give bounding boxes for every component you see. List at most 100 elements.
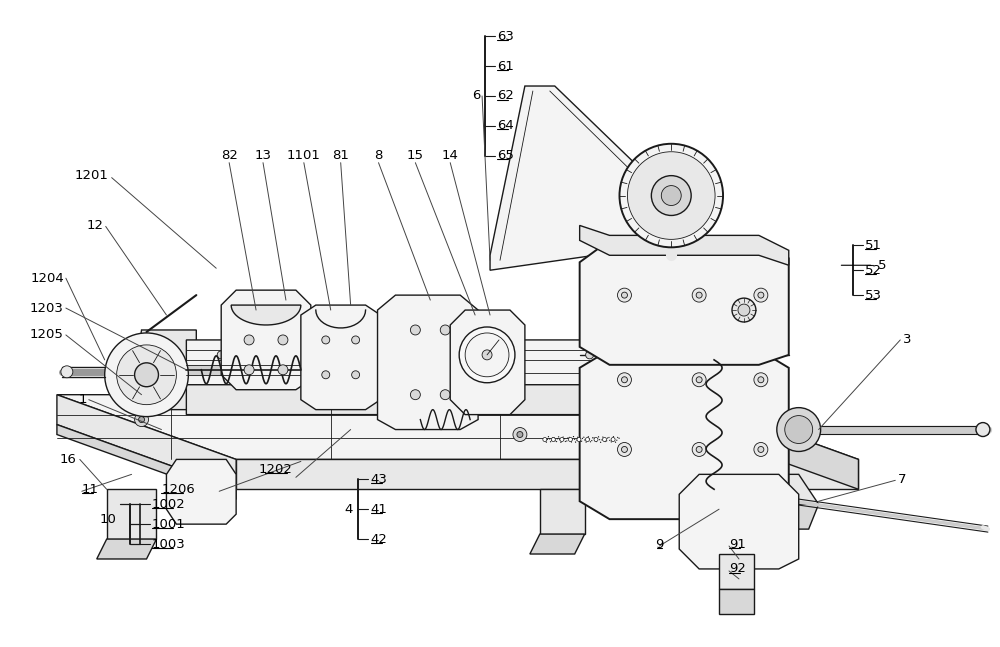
Polygon shape (57, 395, 858, 459)
Polygon shape (719, 589, 754, 614)
Text: 43: 43 (371, 473, 387, 486)
Circle shape (594, 437, 598, 441)
Circle shape (611, 437, 615, 441)
Text: 1206: 1206 (161, 483, 195, 496)
Polygon shape (132, 330, 196, 410)
Circle shape (758, 377, 764, 383)
Polygon shape (490, 86, 699, 270)
Polygon shape (166, 459, 236, 524)
Circle shape (738, 304, 750, 316)
Circle shape (105, 333, 188, 417)
Circle shape (322, 336, 330, 344)
Text: 91: 91 (729, 538, 746, 551)
Text: 1203: 1203 (30, 302, 64, 314)
Circle shape (754, 443, 768, 456)
Text: 1: 1 (78, 393, 87, 406)
Circle shape (482, 350, 492, 360)
Circle shape (696, 446, 702, 452)
Polygon shape (378, 295, 478, 430)
Polygon shape (57, 424, 236, 499)
Circle shape (711, 444, 717, 450)
Text: 92: 92 (729, 562, 746, 575)
Circle shape (436, 351, 444, 359)
Polygon shape (580, 225, 789, 265)
Circle shape (217, 351, 225, 359)
Circle shape (278, 365, 288, 375)
Polygon shape (580, 350, 789, 519)
Text: 62: 62 (497, 89, 514, 102)
Circle shape (621, 292, 627, 298)
Circle shape (465, 333, 509, 377)
Circle shape (692, 373, 706, 387)
Circle shape (517, 432, 523, 437)
Circle shape (244, 335, 254, 345)
Circle shape (617, 373, 631, 387)
Polygon shape (301, 305, 381, 410)
Circle shape (976, 422, 990, 437)
Polygon shape (719, 554, 754, 589)
Text: 9: 9 (655, 538, 664, 551)
Text: 1003: 1003 (152, 538, 185, 551)
Circle shape (707, 441, 721, 454)
Text: 14: 14 (442, 149, 459, 162)
Polygon shape (57, 395, 236, 489)
Circle shape (61, 366, 73, 378)
Polygon shape (580, 240, 789, 365)
Circle shape (244, 365, 254, 375)
Polygon shape (759, 504, 819, 529)
Circle shape (352, 371, 360, 378)
Circle shape (410, 325, 420, 335)
Text: 61: 61 (497, 60, 514, 72)
Circle shape (543, 437, 547, 441)
Text: 5: 5 (878, 259, 887, 272)
Circle shape (621, 377, 627, 383)
Text: 1001: 1001 (152, 518, 185, 531)
Polygon shape (107, 489, 156, 539)
Text: 16: 16 (60, 453, 77, 466)
Circle shape (277, 351, 285, 359)
Circle shape (754, 373, 768, 387)
Circle shape (459, 327, 515, 383)
Text: 1204: 1204 (30, 272, 64, 285)
Circle shape (621, 446, 627, 452)
Text: 15: 15 (407, 149, 424, 162)
Circle shape (135, 363, 158, 387)
Circle shape (627, 152, 715, 239)
Circle shape (278, 335, 288, 345)
Text: 3: 3 (903, 333, 912, 346)
Text: 12: 12 (87, 219, 104, 232)
Circle shape (692, 443, 706, 456)
Circle shape (516, 351, 524, 359)
Text: 52: 52 (865, 264, 882, 277)
Circle shape (651, 175, 691, 215)
Polygon shape (679, 474, 799, 569)
Polygon shape (540, 489, 585, 534)
Circle shape (135, 413, 149, 426)
Circle shape (560, 437, 564, 441)
Text: 1202: 1202 (259, 463, 293, 476)
Circle shape (785, 415, 813, 443)
Circle shape (617, 288, 631, 302)
Circle shape (357, 351, 365, 359)
Text: 1101: 1101 (287, 149, 321, 162)
Circle shape (619, 144, 723, 247)
Circle shape (440, 325, 450, 335)
Polygon shape (186, 340, 649, 385)
Text: 1205: 1205 (30, 329, 64, 342)
Circle shape (696, 292, 702, 298)
Text: 81: 81 (332, 149, 349, 162)
Polygon shape (221, 290, 311, 389)
Polygon shape (679, 395, 858, 489)
Circle shape (139, 417, 145, 422)
Polygon shape (186, 385, 649, 415)
Text: 65: 65 (497, 149, 514, 162)
Circle shape (661, 186, 681, 206)
Circle shape (692, 288, 706, 302)
Text: 63: 63 (497, 30, 514, 43)
Circle shape (758, 446, 764, 452)
Circle shape (117, 345, 176, 404)
Circle shape (586, 351, 594, 359)
Polygon shape (231, 305, 301, 325)
Text: 11: 11 (82, 483, 99, 496)
Circle shape (322, 371, 330, 378)
